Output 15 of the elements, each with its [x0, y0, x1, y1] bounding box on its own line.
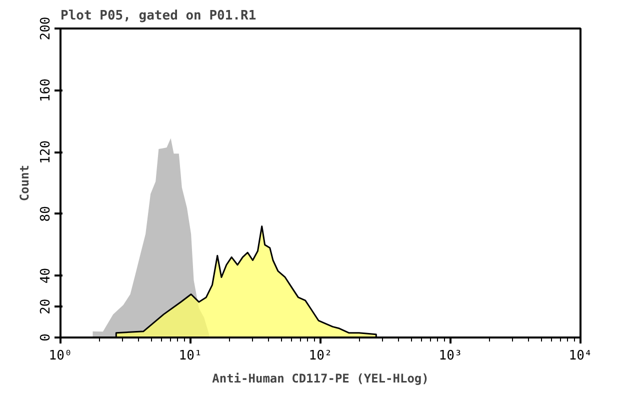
y-tick-label: 160	[38, 78, 54, 102]
y-axis-title: Count	[18, 164, 32, 202]
chart-title: Plot P05, gated on P01.R1	[60, 8, 256, 24]
y-tick-label: 20	[38, 298, 54, 314]
y-tick-label: 80	[38, 206, 54, 222]
x-tick-label: 10⁰	[48, 348, 72, 364]
y-tick-label: 0	[38, 334, 54, 342]
y-tick-label: 120	[38, 140, 54, 164]
x-axis-title: Anti-Human CD117-PE (YEL-HLog)	[212, 372, 429, 386]
y-tick-label: 200	[38, 16, 54, 40]
x-tick-label: 10³	[438, 348, 462, 364]
x-tick-label: 10¹	[178, 348, 202, 364]
y-tick-label: 40	[38, 268, 54, 284]
x-tick-label: 10²	[308, 348, 332, 364]
x-tick-label: 10⁴	[568, 348, 592, 364]
